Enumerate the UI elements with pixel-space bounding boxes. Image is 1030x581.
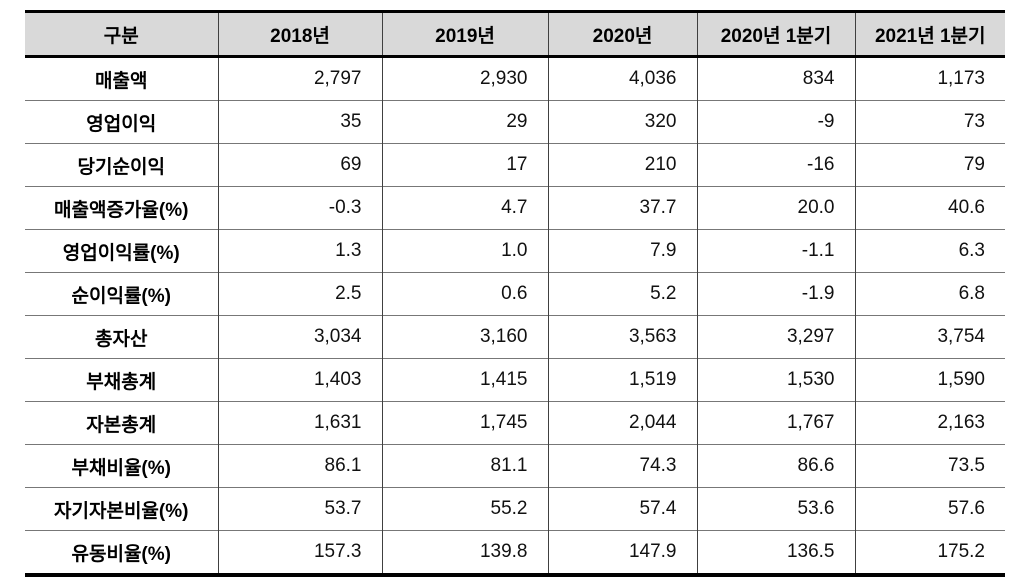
- value-cell: 29: [381, 100, 548, 144]
- value-cell: -1.1: [696, 229, 855, 273]
- value-cell: 136.5: [696, 530, 855, 575]
- row-label: 매출액증가율(%): [54, 199, 189, 221]
- row-label: 영업이익률(%): [62, 242, 180, 264]
- value-cell: 1,403: [217, 358, 382, 402]
- row-label: 순이익률(%): [71, 285, 171, 307]
- value-cell: 3,297: [696, 315, 855, 359]
- value-cell: 1.3: [217, 229, 382, 273]
- value-cell: -1.9: [696, 272, 855, 316]
- header-cell-period: 2020년 1분기: [696, 11, 855, 57]
- value-cell: 175.2: [854, 530, 1005, 575]
- row-label: 매출액: [95, 70, 148, 92]
- value-cell: 74.3: [547, 444, 697, 488]
- value-cell: 1,745: [381, 401, 548, 445]
- value-cell: 2,930: [381, 56, 548, 101]
- value-cell: 6.3: [854, 229, 1005, 273]
- value-cell: 17: [381, 143, 548, 187]
- row-label: 자기자본비율(%): [54, 500, 189, 522]
- value-cell: 147.9: [547, 530, 697, 575]
- value-cell: -0.3: [217, 186, 382, 230]
- value-cell: 3,563: [547, 315, 697, 359]
- value-cell: 35: [217, 100, 382, 144]
- value-cell: 2.5: [217, 272, 382, 316]
- value-cell: 5.2: [547, 272, 697, 316]
- value-cell: 57.6: [854, 487, 1005, 531]
- header-cell-period: 2019년: [381, 11, 548, 57]
- table-row: 자본총계 1,631 1,745 2,044 1,767 2,163: [25, 401, 1005, 445]
- value-cell: 1,173: [854, 56, 1005, 101]
- header-cell-period: 2021년 1분기: [854, 11, 1005, 57]
- table-row: 영업이익 35 29 320 -9 73: [25, 100, 1005, 144]
- value-cell: 69: [217, 143, 382, 187]
- row-label: 부채비율(%): [71, 457, 171, 479]
- value-cell: 86.1: [217, 444, 382, 488]
- table-row: 매출액 2,797 2,930 4,036 834 1,173: [25, 56, 1005, 101]
- value-cell: 73: [854, 100, 1005, 144]
- value-cell: -9: [696, 100, 855, 144]
- table-row: 매출액증가율(%) -0.3 4.7 37.7 20.0 40.6: [25, 186, 1005, 230]
- value-cell: 1,767: [696, 401, 855, 445]
- value-cell: 1,519: [547, 358, 697, 402]
- header-cell-period: 2018년: [217, 11, 382, 57]
- header-row: 구분 2018년 2019년 2020년 2020년 1분기 2021년 1분기: [25, 11, 1005, 57]
- value-cell: 55.2: [381, 487, 548, 531]
- header-cell-period: 2020년: [547, 11, 697, 57]
- value-cell: 1,415: [381, 358, 548, 402]
- value-cell: 3,754: [854, 315, 1005, 359]
- value-cell: -16: [696, 143, 855, 187]
- value-cell: 7.9: [547, 229, 697, 273]
- table-row: 유동비율(%) 157.3 139.8 147.9 136.5 175.2: [25, 530, 1005, 575]
- table-row: 부채비율(%) 86.1 81.1 74.3 86.6 73.5: [25, 444, 1005, 488]
- table-row: 영업이익률(%) 1.3 1.0 7.9 -1.1 6.3: [25, 229, 1005, 273]
- value-cell: 53.7: [217, 487, 382, 531]
- value-cell: 2,044: [547, 401, 697, 445]
- value-cell: 4,036: [547, 56, 697, 101]
- value-cell: 1,631: [217, 401, 382, 445]
- value-cell: 1.0: [381, 229, 548, 273]
- value-cell: 3,160: [381, 315, 548, 359]
- table-row: 자기자본비율(%) 53.7 55.2 57.4 53.6 57.6: [25, 487, 1005, 531]
- value-cell: 3,034: [217, 315, 382, 359]
- row-label: 자본총계: [86, 414, 157, 436]
- value-cell: 1,590: [854, 358, 1005, 402]
- row-label: 당기순이익: [77, 156, 165, 178]
- value-cell: 2,797: [217, 56, 382, 101]
- value-cell: 1,530: [696, 358, 855, 402]
- row-label: 총자산: [95, 328, 148, 350]
- value-cell: 73.5: [854, 444, 1005, 488]
- value-cell: 6.8: [854, 272, 1005, 316]
- table-row: 당기순이익 69 17 210 -16 79: [25, 143, 1005, 187]
- value-cell: 320: [547, 100, 697, 144]
- value-cell: 139.8: [381, 530, 548, 575]
- row-label: 유동비율(%): [71, 543, 171, 565]
- row-label: 영업이익: [86, 113, 157, 135]
- value-cell: 40.6: [854, 186, 1005, 230]
- table-row: 총자산 3,034 3,160 3,563 3,297 3,754: [25, 315, 1005, 359]
- row-label: 부채총계: [86, 371, 157, 393]
- table-row: 순이익률(%) 2.5 0.6 5.2 -1.9 6.8: [25, 272, 1005, 316]
- value-cell: 79: [854, 143, 1005, 187]
- value-cell: 86.6: [696, 444, 855, 488]
- value-cell: 81.1: [381, 444, 548, 488]
- value-cell: 157.3: [217, 530, 382, 575]
- value-cell: 4.7: [381, 186, 548, 230]
- financial-summary-table: 구분 2018년 2019년 2020년 2020년 1분기 2021년 1분기 매출액 2…: [25, 10, 1005, 577]
- value-cell: 210: [547, 143, 697, 187]
- value-cell: 20.0: [696, 186, 855, 230]
- value-cell: 37.7: [547, 186, 697, 230]
- table-body: 매출액 2,797 2,930 4,036 834 1,173 영업이익 35 29 320 -9 7…: [25, 56, 1005, 575]
- value-cell: 0.6: [381, 272, 548, 316]
- header-cell-category: 구분: [103, 25, 139, 47]
- value-cell: 57.4: [547, 487, 697, 531]
- value-cell: 53.6: [696, 487, 855, 531]
- value-cell: 834: [696, 56, 855, 101]
- value-cell: 2,163: [854, 401, 1005, 445]
- table-row: 부채총계 1,403 1,415 1,519 1,530 1,590: [25, 358, 1005, 402]
